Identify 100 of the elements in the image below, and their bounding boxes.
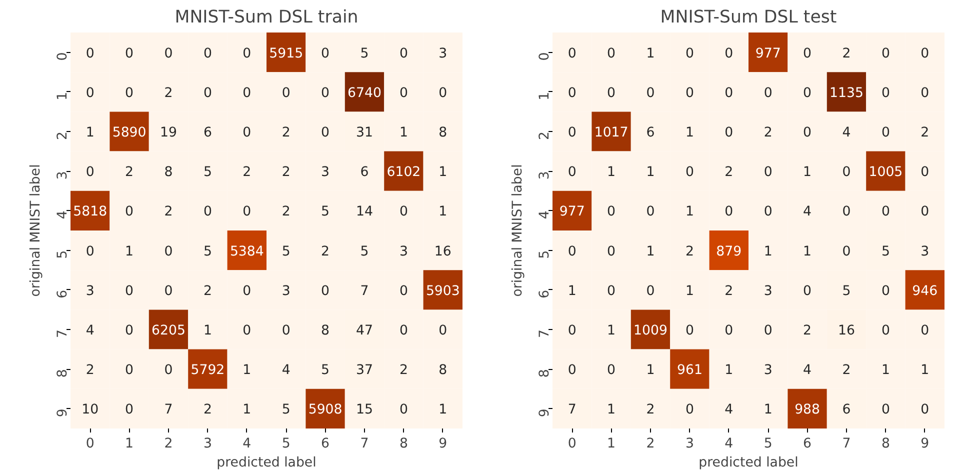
- data-label: 3: [764, 363, 772, 378]
- data-label: 0: [607, 204, 616, 220]
- data-label: 0: [242, 86, 252, 101]
- data-label: 0: [685, 86, 694, 101]
- data-label: 0: [203, 46, 212, 62]
- data-label: 10: [82, 402, 99, 418]
- data-label: 0: [724, 204, 734, 220]
- y-tick-label: 9: [56, 408, 70, 418]
- data-label: 0: [685, 46, 694, 62]
- data-label: 3: [438, 46, 448, 62]
- data-label: 4: [86, 324, 94, 338]
- y-tick-label: 6: [56, 290, 70, 298]
- x-tick-label: 6: [803, 436, 812, 452]
- y-tick-label: 0: [538, 52, 552, 61]
- data-label: 0: [568, 324, 576, 338]
- data-label: 7: [568, 402, 576, 418]
- data-label: 0: [607, 46, 616, 62]
- data-label: 0: [282, 324, 290, 338]
- data-label: 1: [920, 363, 930, 378]
- data-label: 8: [438, 363, 448, 378]
- x-tick-label: 9: [438, 436, 448, 452]
- y-tick-label: 7: [538, 329, 552, 338]
- data-label: 0: [842, 204, 851, 220]
- y-tick-label: 8: [56, 369, 70, 378]
- data-label: 1: [764, 402, 772, 418]
- data-label: 0: [399, 324, 408, 338]
- data-label: 1135: [830, 86, 864, 101]
- x-tick-label: 1: [607, 436, 616, 452]
- data-label: 1: [607, 165, 616, 180]
- y-axis-title: original MNIST label: [510, 164, 526, 297]
- data-label: 2: [203, 284, 212, 299]
- data-label: 0: [685, 402, 694, 418]
- data-label: 3: [920, 244, 930, 260]
- data-label: 0: [399, 86, 408, 101]
- data-label: 0: [125, 363, 134, 378]
- data-label: 0: [803, 284, 812, 299]
- data-label: 0: [125, 86, 134, 101]
- chart-title: MNIST-Sum DSL test: [660, 8, 837, 28]
- y-tick-label: 2: [56, 131, 70, 140]
- data-label: 5: [360, 244, 369, 260]
- data-label: 0: [881, 126, 890, 140]
- y-tick-label: 2: [538, 131, 552, 140]
- data-label: 2: [125, 165, 134, 180]
- data-label: 1: [764, 244, 772, 260]
- data-label: 0: [607, 284, 616, 299]
- data-label: 31: [356, 126, 373, 140]
- data-label: 1: [125, 244, 134, 260]
- data-label: 0: [125, 324, 134, 338]
- data-label: 5: [842, 284, 851, 299]
- data-label: 0: [242, 126, 252, 140]
- data-label: 2: [282, 165, 290, 180]
- data-label: 1: [438, 204, 448, 220]
- data-label: 5: [321, 363, 330, 378]
- data-label: 1: [646, 165, 655, 180]
- x-tick-label: 6: [321, 436, 330, 452]
- data-label: 47: [356, 324, 373, 338]
- data-label: 2: [282, 204, 290, 220]
- data-label: 0: [920, 46, 930, 62]
- y-axis-title: original MNIST label: [28, 164, 44, 297]
- x-tick-label: 8: [881, 436, 890, 452]
- data-label: 2: [803, 324, 812, 338]
- y-tick-label: 3: [56, 171, 70, 180]
- data-label: 946: [912, 284, 938, 299]
- data-label: 16: [434, 244, 452, 260]
- data-label: 0: [203, 204, 212, 220]
- data-label: 0: [568, 165, 576, 180]
- x-tick-label: 4: [242, 436, 252, 452]
- data-label: 3: [282, 284, 290, 299]
- data-label: 7: [360, 284, 369, 299]
- data-label: 0: [321, 46, 330, 62]
- data-label: 5792: [190, 363, 225, 378]
- data-label: 0: [724, 46, 734, 62]
- data-label: 4: [842, 126, 851, 140]
- data-label: 5908: [308, 402, 342, 418]
- data-label: 2: [203, 402, 212, 418]
- data-label: 8: [164, 165, 173, 180]
- data-label: 5: [203, 244, 212, 260]
- data-label: 977: [559, 204, 585, 220]
- data-label: 3: [86, 284, 94, 299]
- data-label: 0: [920, 204, 930, 220]
- data-label: 1: [607, 324, 616, 338]
- data-label: 1: [685, 284, 694, 299]
- data-label: 0: [242, 204, 252, 220]
- data-label: 5: [282, 402, 290, 418]
- data-label: 0: [881, 204, 890, 220]
- data-label: 5915: [269, 46, 304, 62]
- data-label: 0: [881, 46, 890, 62]
- data-label: 0: [881, 324, 890, 338]
- data-label: 1: [724, 363, 734, 378]
- data-label: 2: [646, 402, 655, 418]
- data-label: 977: [755, 46, 781, 62]
- data-label: 2: [321, 244, 330, 260]
- data-label: 0: [764, 165, 772, 180]
- data-label: 0: [203, 86, 212, 101]
- data-label: 0: [282, 86, 290, 101]
- y-tick-label: 0: [56, 52, 70, 61]
- data-label: 1: [881, 363, 890, 378]
- data-label: 0: [803, 86, 812, 101]
- data-label: 0: [607, 363, 616, 378]
- data-label: 6: [842, 402, 851, 418]
